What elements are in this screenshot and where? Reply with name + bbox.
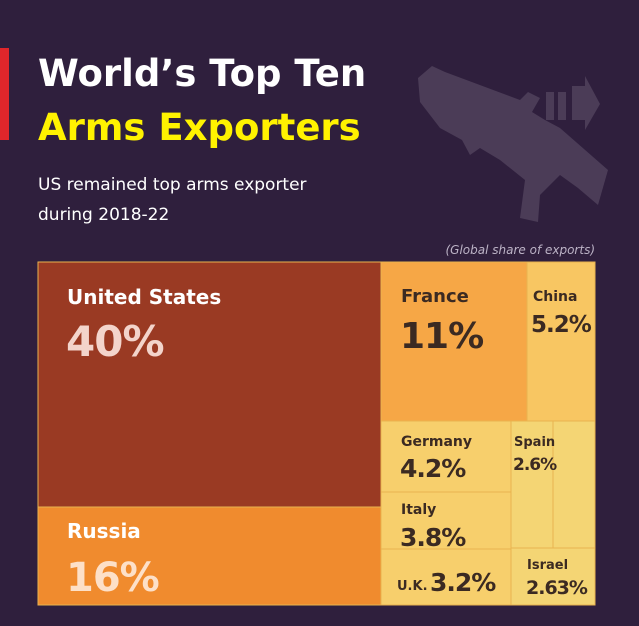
- chart-title: Arms Exporters: [38, 106, 361, 149]
- value-label: 3.8%: [400, 523, 466, 552]
- treemap-cell: [380, 491, 512, 550]
- value-label: 2.6%: [513, 455, 557, 475]
- gun-icon: [418, 66, 608, 222]
- treemap-cell: [37, 506, 382, 606]
- value-label: 16%: [66, 555, 159, 601]
- cell-label: Israel: [527, 558, 568, 573]
- value-label: 2.63%: [526, 577, 588, 599]
- cell-label: Italy: [401, 502, 436, 518]
- accent-bar: [0, 48, 9, 140]
- cell-label: Spain: [514, 435, 555, 450]
- treemap-cell: [510, 547, 596, 606]
- value-label: 11%: [400, 316, 483, 357]
- treemap-cell: [526, 261, 596, 422]
- cell-label: Germany: [401, 434, 472, 450]
- value-label: 40%: [66, 317, 164, 366]
- note: (Global share of exports): [445, 243, 595, 257]
- subtitle: US remained top arms exporter: [38, 175, 307, 195]
- cell-label: U.K.: [397, 579, 428, 594]
- treemap-cell: [37, 261, 382, 508]
- cell-label: Russia: [67, 519, 141, 543]
- value-label: 5.2%: [531, 312, 592, 338]
- subtitle: during 2018-22: [38, 205, 169, 225]
- cell-label: France: [401, 286, 469, 307]
- value-label: 3.2%: [430, 568, 496, 597]
- cell-label: China: [533, 289, 577, 305]
- chart-title: World’s Top Ten: [38, 52, 366, 95]
- treemap-cell: [552, 420, 596, 549]
- value-label: 4.2%: [400, 454, 466, 483]
- cell-label: United States: [67, 285, 221, 309]
